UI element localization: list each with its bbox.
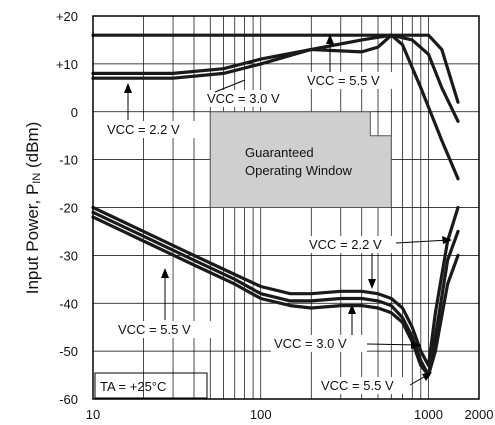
vcc-22-bot-arrow-down: [368, 279, 376, 289]
y-tick-label: -30: [59, 248, 78, 263]
series-line-4: [91, 205, 460, 368]
vcc-22-bot-leader-right: [395, 239, 450, 244]
y-tick-label: +20: [56, 9, 78, 24]
ta-label: TA = +25°C: [100, 379, 166, 394]
window-label-line2: Operating Window: [245, 163, 353, 178]
ta-box: [94, 372, 208, 399]
plot-frame: [92, 15, 480, 400]
vcc-30-top-leader: [214, 79, 246, 93]
vcc-22-top-bg: [104, 121, 198, 138]
y-tick-label: -20: [59, 201, 78, 216]
vcc-55-botleft-arrow: [161, 268, 169, 278]
vcc-22-top-arrow: [124, 83, 132, 93]
vcc-30-bot-leader-right: [366, 343, 419, 346]
x-tick-label: 100: [250, 407, 272, 422]
vcc-55-bot-bg: [318, 377, 410, 394]
y-tick-labels: +20 +10 0 -10 -20 -30 -40 -50 -60: [56, 9, 78, 407]
vcc-55-botleft-label: VCC = 5.5 V: [118, 322, 191, 337]
guaranteed-operating-window: [209, 111, 392, 208]
vcc-55-top-bg: [302, 72, 394, 89]
series-line-3: [91, 33, 460, 123]
vcc-30-bot-label: VCC = 3.0 V: [274, 336, 347, 351]
y-tick-label: -40: [59, 296, 78, 311]
vcc-30-bot-arrow-right: [411, 341, 421, 349]
vcc-22-bot-bg: [306, 236, 396, 253]
vcc-22-top-label: VCC = 2.2 V: [107, 122, 180, 137]
x-tick-label: 2000: [465, 407, 494, 422]
y-tick-label: -60: [59, 392, 78, 407]
vcc-30-top-bg: [204, 90, 292, 107]
vcc-55-bot-label: VCC = 5.5 V: [321, 378, 394, 393]
series-line-6: [91, 215, 460, 377]
y-axis-label: Input Power, PIN (dBm): [23, 122, 43, 295]
series-curves: [91, 33, 460, 377]
y-tick-label: 0: [71, 105, 78, 120]
vcc-55-top-arrow: [326, 34, 334, 44]
x-tick-labels: 10 100 1000 2000: [86, 407, 494, 422]
y-tick-label: -50: [59, 344, 78, 359]
x-tick-label: 1000: [414, 407, 443, 422]
vcc-55-bot-arrow: [422, 372, 432, 381]
x-tick-label: 10: [86, 407, 100, 422]
series-line-2: [91, 33, 460, 181]
vcc-55-top-label: VCC = 5.5 V: [307, 73, 380, 88]
vcc-55-botleft-bg: [112, 321, 212, 338]
y-tick-label: +10: [56, 57, 78, 72]
y-tick-label: -10: [59, 153, 78, 168]
vcc-30-bot-bg: [271, 335, 367, 352]
vcc-22-bot-arrow-right: [442, 236, 452, 244]
vcc-30-bot-arrow-up: [348, 304, 356, 314]
vcc-22-bot-label: VCC = 2.2 V: [309, 237, 382, 252]
vcc-30-top-label: VCC = 3.0 V: [207, 91, 280, 106]
window-label-line1: Guaranteed: [245, 145, 314, 160]
series-line-1: [91, 33, 460, 104]
